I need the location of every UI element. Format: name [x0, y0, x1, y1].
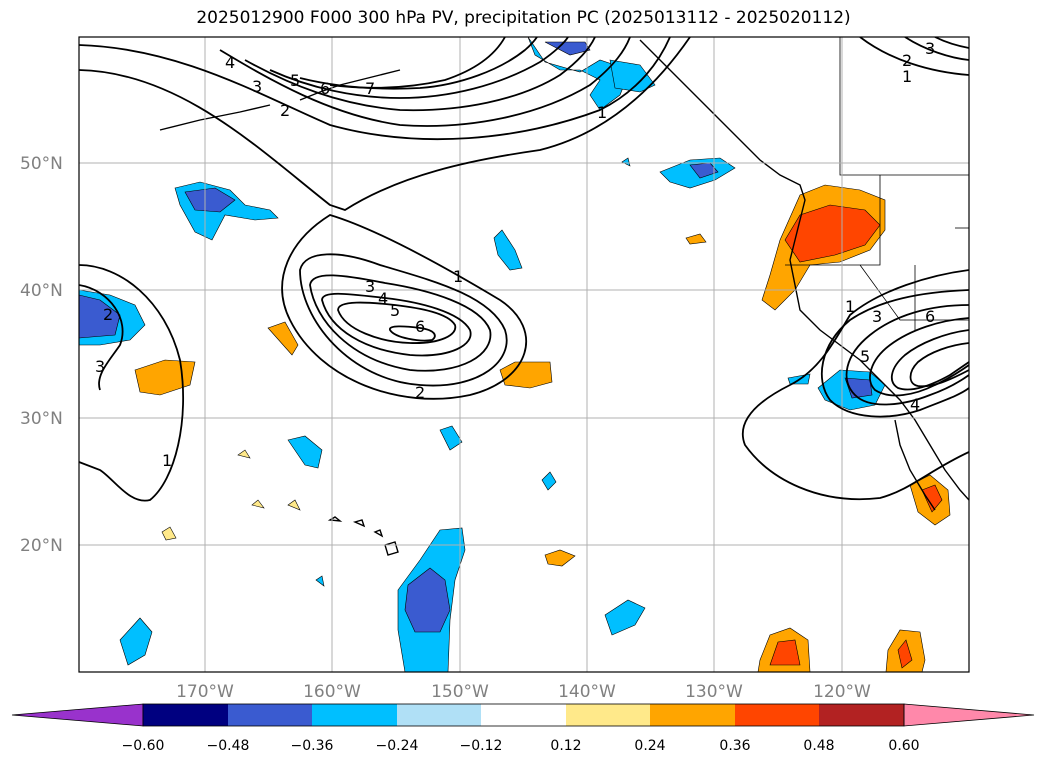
lon-label: 140°W	[558, 682, 616, 702]
colorbar-bin	[143, 704, 228, 726]
contour-label: 6	[925, 307, 935, 326]
colorbar-bin	[566, 704, 650, 726]
pv-contour-west-1	[79, 264, 185, 502]
contour-label: 6	[320, 79, 330, 98]
contour-label: 2	[415, 383, 425, 402]
contour-label: 6	[415, 317, 425, 336]
map-content: 4 3 2 5 6 7 1 1 3 4 5 6 2 2 3 1 1 3 6 5 …	[79, 37, 969, 672]
map-title: 2025012900 F000 300 hPa PV, precipitatio…	[196, 8, 851, 28]
orange-area-mid	[499, 361, 553, 389]
pv-contours	[79, 37, 969, 502]
contour-label: 5	[390, 301, 400, 320]
longitude-labels: 170°W 160°W 150°W 140°W 130°W 120°W	[176, 682, 871, 702]
colorbar-under-triangle	[11, 703, 144, 727]
colorbar-bin	[819, 704, 904, 726]
lon-label: 130°W	[685, 682, 743, 702]
contour-label: 3	[252, 77, 262, 96]
latitude-labels: 50°N 40°N 30°N 20°N	[20, 154, 63, 556]
coastlines	[159, 39, 969, 556]
colorbar-bin	[397, 704, 481, 726]
pv-contour-north-2	[79, 37, 671, 141]
contour-label: 1	[453, 267, 463, 286]
contour-label: 4	[378, 289, 388, 308]
lat-label: 40°N	[20, 281, 63, 301]
lon-label: 160°W	[303, 682, 361, 702]
contour-label: 1	[845, 297, 855, 316]
pv-contour-north-1	[79, 37, 691, 211]
colorbar-tick-label: −0.36	[291, 738, 334, 754]
lon-label: 150°W	[431, 682, 489, 702]
colorbar-bin	[228, 704, 312, 726]
colorbar-tick-label: 0.24	[634, 738, 665, 754]
colorbar-bin	[312, 704, 397, 726]
contour-label: 2	[902, 51, 912, 70]
contour-label: 2	[103, 305, 113, 324]
colorbar-tick-label: 0.48	[803, 738, 834, 754]
colorbar-bin	[481, 704, 566, 726]
contour-label: 3	[365, 277, 375, 296]
colorbar-tick-label: −0.48	[207, 738, 250, 754]
colorbar-frame	[142, 703, 905, 727]
colorbar-bin	[735, 704, 819, 726]
blue-area-small-2	[287, 435, 323, 469]
pv-contour-cutoff-1	[281, 214, 528, 400]
colorbar-over-triangle	[903, 703, 1035, 727]
lon-label: 170°W	[176, 682, 234, 702]
contour-label: 3	[872, 307, 882, 326]
blue-area-small-3	[439, 425, 463, 451]
colorbar-tick-labels: −0.60 −0.48 −0.36 −0.24 −0.12 0.12 0.24 …	[122, 738, 920, 754]
lat-label: 20°N	[20, 536, 63, 556]
colorbar: −0.60 −0.48 −0.36 −0.24 −0.12 0.12 0.24 …	[11, 703, 1035, 754]
pv-contour-labels: 4 3 2 5 6 7 1 1 3 4 5 6 2 2 3 1 1 3 6 5 …	[95, 39, 935, 470]
gridlines	[79, 37, 969, 672]
blue-area-small-1	[493, 229, 523, 271]
colorbar-tick-label: −0.24	[376, 738, 419, 754]
map-frame	[78, 36, 970, 673]
contour-label: 4	[225, 53, 235, 72]
contour-label: 7	[365, 79, 375, 98]
colorbar-tick-label: 0.36	[719, 738, 750, 754]
colorbar-tick-label: 0.12	[550, 738, 581, 754]
colorbar-tick-label: −0.60	[122, 738, 165, 754]
contour-label: 2	[280, 101, 290, 120]
blue-area-small-5	[119, 617, 153, 666]
colorbar-tick-label: 0.60	[888, 738, 919, 754]
blue-area-small-4	[604, 599, 646, 636]
political-borders	[785, 37, 969, 330]
colorbar-tick-label: −0.12	[460, 738, 503, 754]
lat-label: 30°N	[20, 409, 63, 429]
lon-label: 120°W	[813, 682, 871, 702]
contour-label: 1	[597, 103, 607, 122]
lat-label: 50°N	[20, 154, 63, 174]
contour-label: 5	[860, 347, 870, 366]
contour-label: 1	[902, 67, 912, 86]
contour-label: 4	[910, 395, 920, 414]
contour-label: 3	[95, 357, 105, 376]
pv-contour-east-1	[742, 269, 969, 500]
contour-label: 5	[290, 71, 300, 90]
contour-label: 1	[162, 451, 172, 470]
colorbar-bin	[650, 704, 735, 726]
contour-label: 3	[925, 39, 935, 58]
orange-area-west	[134, 359, 196, 396]
